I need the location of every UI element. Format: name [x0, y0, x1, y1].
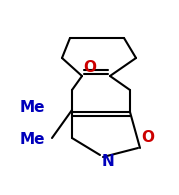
- Text: Me: Me: [19, 132, 45, 147]
- Text: O: O: [142, 130, 154, 145]
- Text: N: N: [102, 154, 114, 169]
- Text: Me: Me: [19, 100, 45, 115]
- Text: O: O: [83, 60, 96, 75]
